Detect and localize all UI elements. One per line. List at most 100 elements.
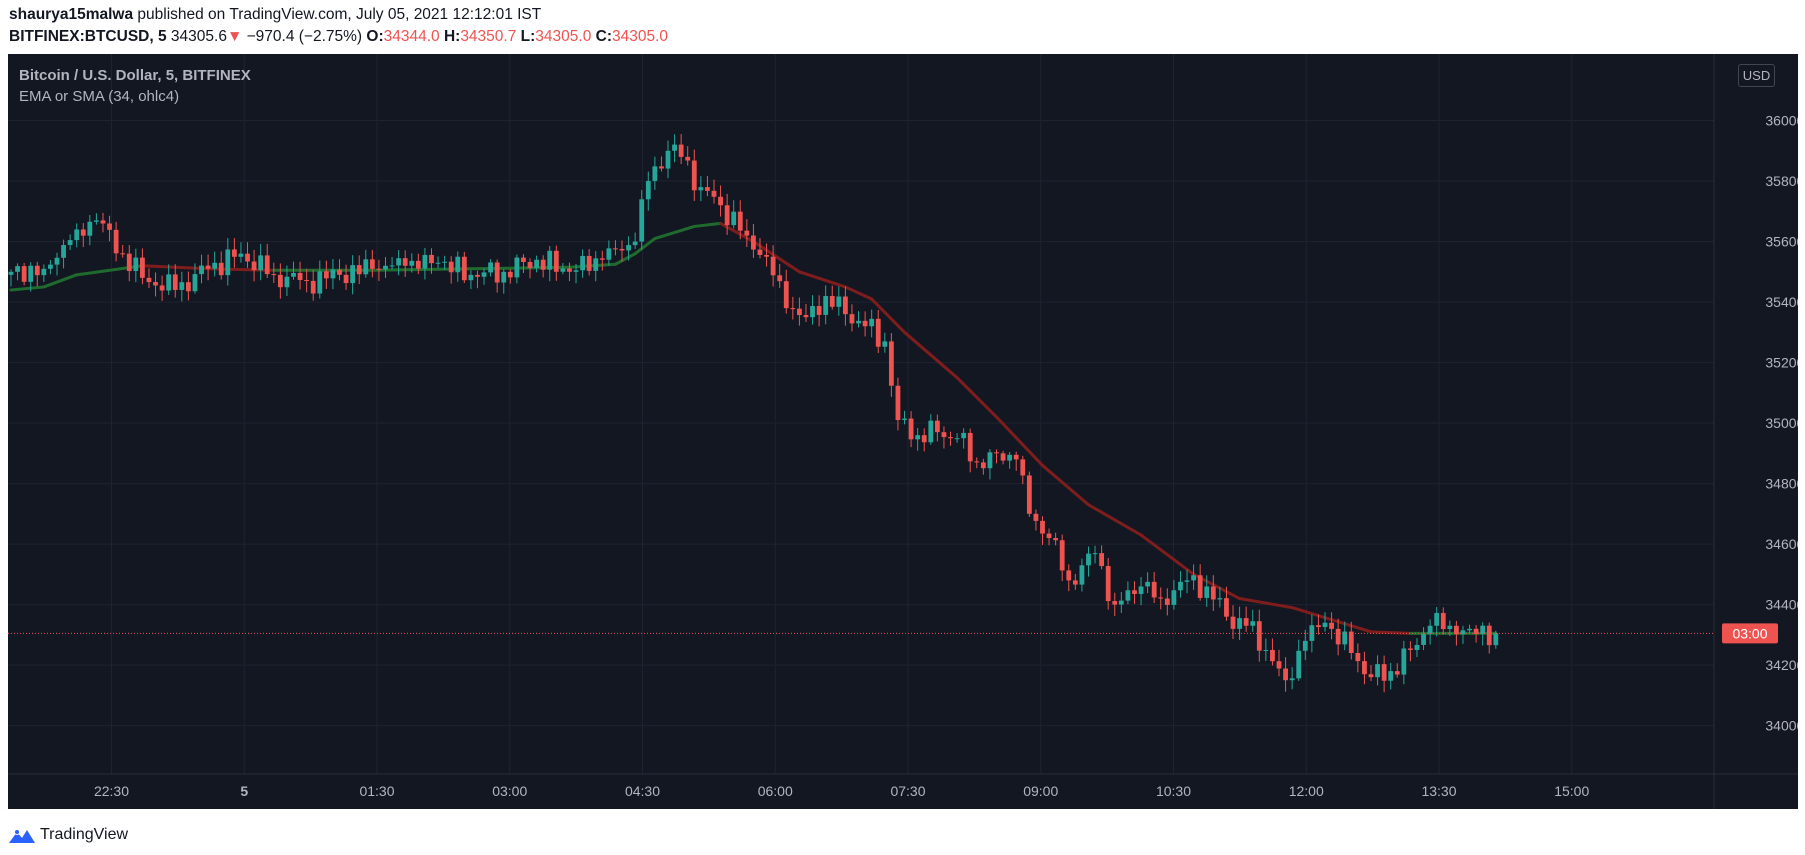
candle-body bbox=[461, 256, 467, 281]
candle-body bbox=[1086, 553, 1091, 566]
candle-body bbox=[560, 268, 566, 272]
ema-segment bbox=[653, 224, 696, 241]
candle-body bbox=[41, 268, 47, 276]
author-name[interactable]: shaurya15malwa bbox=[9, 6, 134, 23]
candle-body bbox=[626, 245, 631, 251]
series-legend[interactable]: Bitcoin / U.S. Dollar, 5, BITFINEX bbox=[19, 67, 251, 84]
candle-body bbox=[961, 432, 967, 439]
candle-body bbox=[810, 306, 815, 318]
x-tick-label: 07:30 bbox=[890, 783, 925, 799]
candle-body bbox=[166, 274, 172, 291]
candle-body bbox=[54, 257, 60, 265]
candle-body bbox=[120, 253, 126, 255]
x-tick-label: 15:00 bbox=[1554, 783, 1589, 799]
candle-body bbox=[1066, 570, 1072, 581]
price-chart[interactable]: 34000.0 34200.0 34400.0 34600.0 34800.0 35000… bbox=[8, 54, 1798, 809]
candle-body bbox=[665, 150, 671, 169]
candle-body bbox=[1322, 622, 1328, 628]
ema-segment bbox=[469, 265, 571, 271]
candle-body bbox=[1493, 633, 1499, 646]
candle-body bbox=[1033, 513, 1039, 521]
ema-segment bbox=[751, 240, 801, 274]
candle-body bbox=[954, 438, 960, 440]
ema-segment bbox=[843, 285, 874, 301]
candle-body bbox=[1210, 586, 1216, 600]
candle-body bbox=[140, 257, 145, 278]
candle-body bbox=[113, 229, 119, 254]
candle-body bbox=[442, 261, 448, 263]
y-tick-label: 35600.0 bbox=[1765, 234, 1798, 250]
candle-body bbox=[1381, 664, 1387, 681]
ema-segment bbox=[797, 270, 847, 289]
candle-body bbox=[67, 240, 73, 246]
tradingview-logo-icon[interactable] bbox=[8, 826, 36, 846]
candle-body bbox=[915, 435, 921, 440]
candle-body bbox=[74, 229, 80, 241]
candle-body bbox=[8, 271, 14, 275]
candle-body bbox=[1112, 601, 1118, 605]
indicator-legend[interactable]: EMA or SMA (34, ohlc4) bbox=[19, 88, 180, 105]
candle-body bbox=[731, 211, 737, 226]
candle-body bbox=[297, 272, 303, 280]
candle-body bbox=[350, 265, 356, 284]
candle-body bbox=[343, 274, 349, 284]
candle-body bbox=[514, 257, 520, 278]
low-label: L: bbox=[520, 28, 536, 45]
x-tick-label: 12:00 bbox=[1289, 783, 1324, 799]
candle-body bbox=[902, 418, 907, 421]
candle-body bbox=[908, 418, 914, 440]
candle-body bbox=[1401, 648, 1407, 675]
candle-body bbox=[389, 265, 395, 267]
candle-body bbox=[1079, 565, 1085, 585]
tradingview-brand[interactable]: TradingView bbox=[40, 826, 129, 843]
high-label: H: bbox=[443, 28, 461, 45]
y-tick-label: 34000.0 bbox=[1765, 718, 1798, 734]
candle-body bbox=[934, 420, 940, 433]
candle-body bbox=[797, 308, 802, 316]
currency-button[interactable]: USD bbox=[1738, 64, 1775, 87]
x-tick-label: 10:30 bbox=[1156, 783, 1191, 799]
candle-body bbox=[330, 269, 336, 279]
candle-body bbox=[396, 258, 402, 266]
candle-body bbox=[1013, 454, 1019, 460]
ema-segment bbox=[1040, 463, 1090, 507]
candle-body bbox=[639, 199, 645, 242]
ema-segment bbox=[613, 252, 637, 266]
candle-body bbox=[836, 296, 842, 307]
y-tick-label: 35400.0 bbox=[1765, 294, 1798, 310]
candle-body bbox=[231, 249, 237, 257]
candle-body bbox=[481, 272, 487, 277]
footer: TradingView bbox=[0, 818, 1805, 855]
x-tick-label: 5 bbox=[240, 783, 248, 799]
candle-body bbox=[323, 271, 329, 279]
candle-body bbox=[869, 318, 875, 327]
candle-body bbox=[107, 223, 112, 230]
candle-body bbox=[1316, 625, 1321, 628]
candle-body bbox=[15, 266, 20, 272]
candle-body bbox=[967, 432, 973, 462]
candle-body bbox=[271, 274, 277, 276]
candle-body bbox=[100, 220, 106, 224]
candle-body bbox=[921, 435, 927, 443]
candle-body bbox=[179, 282, 185, 290]
candle-body bbox=[1164, 598, 1170, 605]
candle-body bbox=[212, 262, 218, 269]
candle-body bbox=[1427, 625, 1433, 634]
candle-body bbox=[488, 262, 494, 273]
candle-body bbox=[1335, 628, 1341, 645]
chart-panel[interactable]: 34000.0 34200.0 34400.0 34600.0 34800.0 35000… bbox=[8, 54, 1798, 809]
candle-body bbox=[1309, 625, 1315, 641]
candle-body bbox=[599, 258, 605, 260]
x-tick-label: 01:30 bbox=[359, 783, 394, 799]
ema-segment bbox=[633, 237, 657, 256]
candle-body bbox=[698, 187, 704, 191]
candle-body bbox=[28, 265, 34, 282]
high-value: 34350.7 bbox=[460, 28, 517, 45]
candle-body bbox=[764, 254, 769, 257]
candle-body bbox=[659, 166, 664, 169]
candle-body bbox=[691, 160, 697, 191]
candle-body bbox=[685, 156, 691, 161]
candle-body bbox=[1394, 671, 1400, 675]
candle-body bbox=[1467, 628, 1472, 631]
ema-segment bbox=[206, 267, 276, 272]
